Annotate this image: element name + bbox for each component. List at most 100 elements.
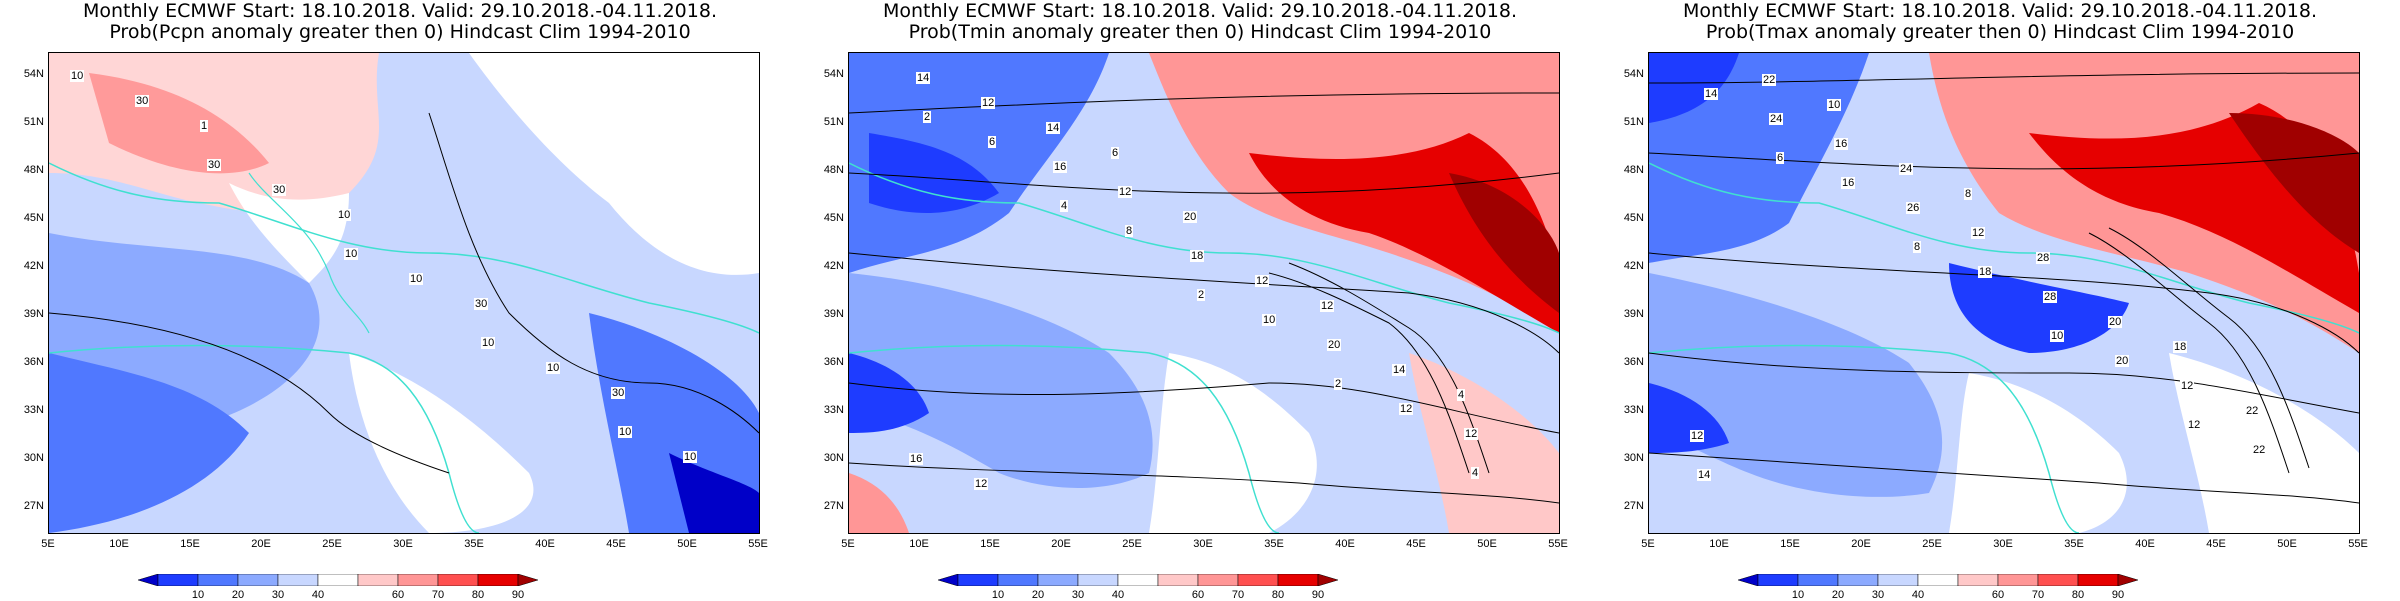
x-tick-label: 35E bbox=[464, 538, 484, 550]
x-tick-label: 45E bbox=[1406, 538, 1426, 550]
colorbar-segment bbox=[157, 574, 199, 586]
x-tick-label: 10E bbox=[909, 538, 929, 550]
contour-label: 10 bbox=[344, 248, 359, 260]
panel-title-line2: Prob(Pcpn anomaly greater then 0) Hindca… bbox=[109, 21, 691, 43]
y-tick-label: 54N bbox=[1623, 68, 1644, 80]
contour-label: 10 bbox=[1827, 99, 1842, 111]
colorbar bbox=[1738, 574, 2138, 586]
colorbar-label: 30 bbox=[271, 589, 285, 601]
contour-label: 6 bbox=[1776, 152, 1785, 164]
colorbar-label: 20 bbox=[1031, 589, 1045, 601]
colorbar-segment bbox=[1157, 574, 1199, 586]
tmin-panel: Monthly ECMWF Start: 18.10.2018. Valid: … bbox=[800, 0, 1600, 600]
colorbar-segment bbox=[1957, 574, 1999, 586]
contour-label: 20 bbox=[2108, 316, 2123, 328]
tmax-panel: Monthly ECMWF Start: 18.10.2018. Valid: … bbox=[1600, 0, 2400, 600]
contour-label: 8 bbox=[1964, 188, 1973, 200]
contour-label: 14 bbox=[1046, 122, 1061, 134]
y-tick-label: 36N bbox=[23, 356, 44, 368]
contour-label: 14 bbox=[1392, 364, 1407, 376]
contour-label: 10 bbox=[546, 362, 561, 374]
contour-label: 12 bbox=[2187, 419, 2202, 431]
y-tick-label: 33N bbox=[823, 404, 844, 416]
contour-label: 12 bbox=[1255, 275, 1270, 287]
colorbar-label: 40 bbox=[1111, 589, 1125, 601]
contour-label: 1 bbox=[200, 120, 209, 132]
x-tick-label: 30E bbox=[393, 538, 413, 550]
x-tick-label: 45E bbox=[2206, 538, 2226, 550]
colorbar-segment bbox=[1037, 574, 1079, 586]
colorbar-segment bbox=[437, 574, 479, 586]
colorbar-label: 80 bbox=[471, 589, 485, 601]
contour-label: 16 bbox=[1053, 161, 1068, 173]
y-tick-label: 45N bbox=[23, 212, 44, 224]
y-tick-label: 36N bbox=[1623, 356, 1644, 368]
y-tick-label: 54N bbox=[823, 68, 844, 80]
contour-label: 20 bbox=[1183, 211, 1198, 223]
contour-label: 12 bbox=[1464, 428, 1479, 440]
y-tick-label: 51N bbox=[823, 116, 844, 128]
y-tick-label: 48N bbox=[1623, 164, 1644, 176]
x-tick-label: 5E bbox=[41, 538, 55, 550]
contour-label: 14 bbox=[1704, 88, 1719, 100]
contour-label: 12 bbox=[1690, 430, 1705, 442]
y-tick-label: 27N bbox=[823, 500, 844, 512]
colorbar-label: 80 bbox=[1271, 589, 1285, 601]
contour-label: 10 bbox=[1262, 314, 1277, 326]
colorbar-segment bbox=[357, 574, 399, 586]
contour-label: 8 bbox=[1913, 241, 1922, 253]
colorbar-min-arrow bbox=[938, 574, 959, 586]
colorbar-label: 60 bbox=[391, 589, 405, 601]
x-tick-label: 40E bbox=[1335, 538, 1355, 550]
contour-label: 20 bbox=[2115, 355, 2130, 367]
y-tick-label: 30N bbox=[23, 452, 44, 464]
y-tick-label: 45N bbox=[823, 212, 844, 224]
contour-label: 12 bbox=[1118, 186, 1133, 198]
contour-label: 28 bbox=[2036, 252, 2051, 264]
contour-label: 10 bbox=[409, 273, 424, 285]
colorbar-label: 40 bbox=[1911, 589, 1925, 601]
contour-label: 16 bbox=[909, 453, 924, 465]
x-tick-label: 15E bbox=[1780, 538, 1800, 550]
colorbar-segment bbox=[1837, 574, 1879, 586]
contour-label: 2 bbox=[1334, 378, 1343, 390]
x-tick-label: 25E bbox=[1922, 538, 1942, 550]
contour-label: 10 bbox=[70, 70, 85, 82]
x-tick-label: 40E bbox=[535, 538, 555, 550]
colorbar-max-arrow bbox=[1317, 574, 1338, 586]
x-tick-label: 30E bbox=[1193, 538, 1213, 550]
colorbar-min-arrow bbox=[138, 574, 159, 586]
contour-label: 18 bbox=[1978, 266, 1993, 278]
contour-label: 12 bbox=[1399, 403, 1414, 415]
colorbar-segment bbox=[2077, 574, 2119, 586]
contour-label: 4 bbox=[1471, 467, 1480, 479]
colorbar-label: 60 bbox=[1191, 589, 1205, 601]
colorbar-segment bbox=[277, 574, 319, 586]
y-tick-label: 39N bbox=[1623, 308, 1644, 320]
panel-title-line2: Prob(Tmin anomaly greater then 0) Hindca… bbox=[908, 21, 1492, 43]
contour-label: 22 bbox=[2252, 444, 2267, 456]
y-tick-label: 27N bbox=[1623, 500, 1644, 512]
colorbar-segment bbox=[1197, 574, 1239, 586]
contour-label: 22 bbox=[2245, 405, 2260, 417]
contour-label: 10 bbox=[2050, 330, 2065, 342]
contour-label: 30 bbox=[135, 95, 150, 107]
x-tick-label: 50E bbox=[677, 538, 697, 550]
contour-label: 30 bbox=[207, 159, 222, 171]
contour-label: 30 bbox=[272, 184, 287, 196]
contour-label: 22 bbox=[1762, 74, 1777, 86]
contour-label: 28 bbox=[2043, 291, 2058, 303]
panel-title-line1: Monthly ECMWF Start: 18.10.2018. Valid: … bbox=[1683, 0, 2317, 22]
contour-label: 6 bbox=[1111, 147, 1120, 159]
y-tick-label: 48N bbox=[823, 164, 844, 176]
contour-label: 16 bbox=[1834, 138, 1849, 150]
contour-label: 12 bbox=[1320, 300, 1335, 312]
tmin-map bbox=[848, 52, 1560, 534]
colorbar-label: 90 bbox=[2111, 589, 2125, 601]
contour-label: 12 bbox=[2180, 380, 2195, 392]
colorbar-label: 20 bbox=[231, 589, 245, 601]
y-tick-label: 54N bbox=[23, 68, 44, 80]
pcpn-panel: Monthly ECMWF Start: 18.10.2018. Valid: … bbox=[0, 0, 800, 600]
contour-label: 10 bbox=[481, 337, 496, 349]
pcpn-map bbox=[48, 52, 760, 534]
